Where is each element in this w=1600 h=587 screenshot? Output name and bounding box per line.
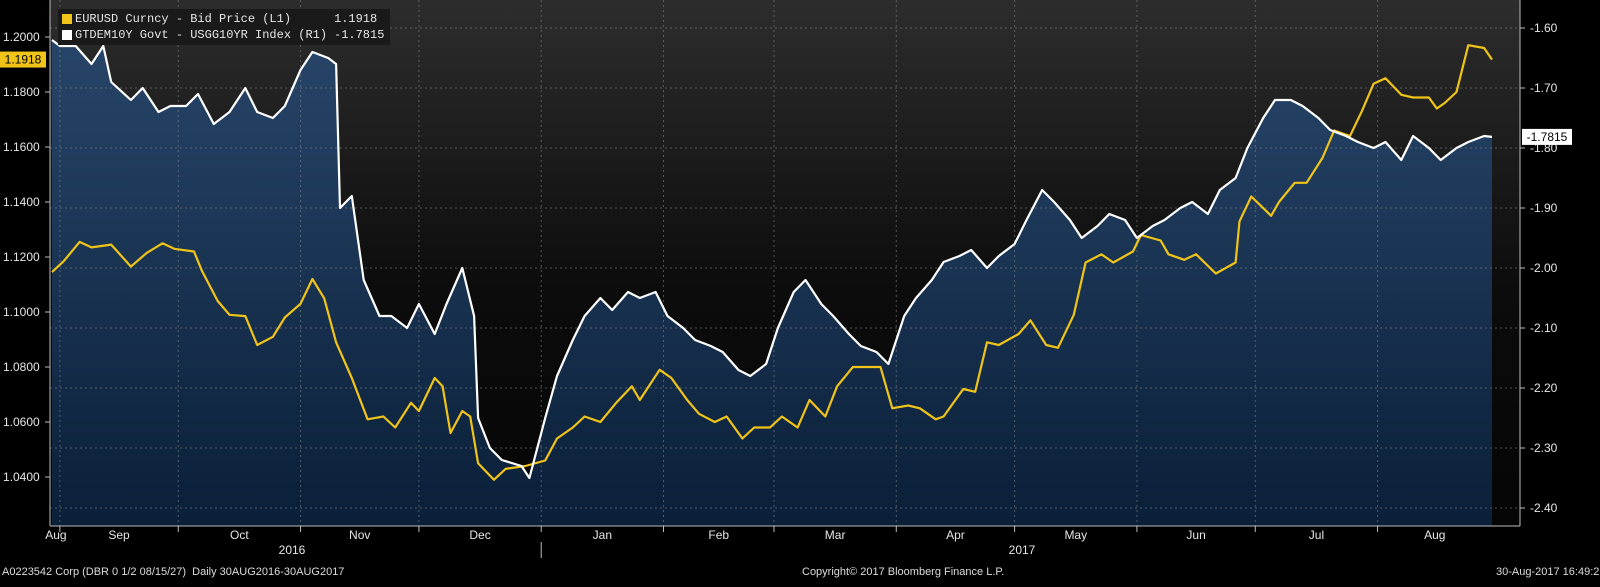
legend-series-name: EURUSD Curncy - Bid Price (L1) xyxy=(75,12,292,26)
left-y-tick-label: 1.2000 xyxy=(3,30,40,44)
x-month-label: Nov xyxy=(349,528,370,542)
left-y-tick-label: 1.1800 xyxy=(3,85,40,99)
footer-timestamp: 30-Aug-2017 16:49:22 xyxy=(1496,566,1600,578)
x-month-label: Dec xyxy=(469,528,490,542)
x-month-label: Oct xyxy=(230,528,249,542)
legend-row-spread: GTDEM10Y Govt - USGG10YR Index (R1) -1.7… xyxy=(62,27,384,43)
x-month-label: Jan xyxy=(593,528,612,542)
yield-spread-line xyxy=(51,39,1493,480)
left-y-tick-label: 1.1400 xyxy=(3,195,40,209)
legend: EURUSD Curncy - Bid Price (L1) 1.1918 GT… xyxy=(58,9,391,45)
x-month-label: Jun xyxy=(1186,528,1205,542)
right-y-tick-label: -2.30 xyxy=(1530,441,1558,455)
left-y-tick-label: 1.0600 xyxy=(3,415,40,429)
eurusd-line xyxy=(51,44,1493,481)
left-y-tick-label: 1.1600 xyxy=(3,140,40,154)
right-y-tick-label: -2.20 xyxy=(1530,381,1558,395)
legend-row-eurusd: EURUSD Curncy - Bid Price (L1) 1.1918 xyxy=(62,11,384,27)
legend-series-value: -1.7815 xyxy=(334,28,385,42)
x-month-label: Apr xyxy=(946,528,965,542)
left-y-tick-label: 1.0800 xyxy=(3,360,40,374)
eurusd-last-value-tag xyxy=(0,51,46,68)
footer-copyright: Copyright© 2017 Bloomberg Finance L.P. xyxy=(802,566,1005,578)
x-year-label: 2016 xyxy=(279,543,306,557)
x-month-label: Jul xyxy=(1309,528,1324,542)
legend-series-name: GTDEM10Y Govt - USGG10YR Index (R1) xyxy=(75,28,328,42)
spread-last-value-label: -1.7815 xyxy=(1527,130,1568,144)
left-y-tick-label: 1.0400 xyxy=(3,470,40,484)
legend-swatch-yellow xyxy=(62,14,72,24)
footer-security-info: A0223542 Corp (DBR 0 1/2 08/15/27) Daily… xyxy=(2,566,345,578)
x-month-label: Mar xyxy=(825,528,846,542)
x-month-label: Sep xyxy=(108,528,130,542)
right-y-tick-label: -1.60 xyxy=(1530,21,1558,35)
right-y-tick-label: -2.10 xyxy=(1530,321,1558,335)
legend-swatch-white xyxy=(62,30,72,40)
left-y-tick-label: 1.1200 xyxy=(3,250,40,264)
right-y-tick-label: -2.00 xyxy=(1530,261,1558,275)
left-y-tick-label: 1.1000 xyxy=(3,305,40,319)
right-y-tick-label: -1.70 xyxy=(1530,81,1558,95)
right-y-tick-label: -1.90 xyxy=(1530,201,1558,215)
legend-series-value: 1.1918 xyxy=(334,12,378,26)
x-year-label: 2017 xyxy=(1009,543,1036,557)
right-y-tick-label: -2.40 xyxy=(1530,501,1558,515)
x-month-label: Aug xyxy=(45,528,66,542)
x-month-label: Feb xyxy=(708,528,729,542)
eurusd-last-value-label: 1.1918 xyxy=(5,53,42,67)
spread-last-value-tag xyxy=(1522,128,1572,145)
x-month-label: May xyxy=(1064,528,1087,542)
x-month-label: Aug xyxy=(1424,528,1445,542)
